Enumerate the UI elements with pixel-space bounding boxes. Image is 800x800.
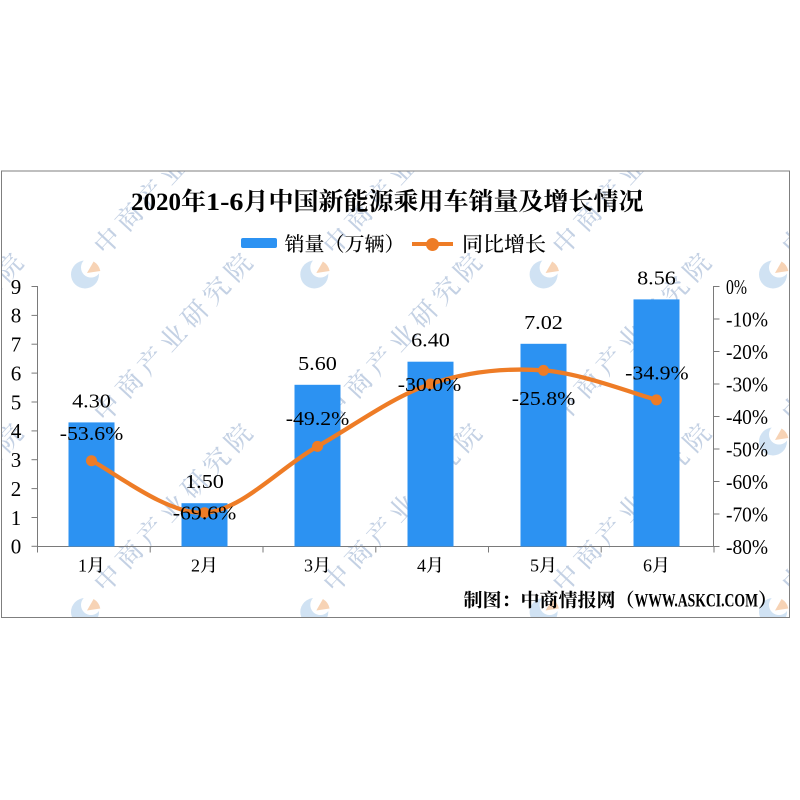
svg-text:4.30: 4.30 [72, 390, 111, 412]
svg-text:-34.9%: -34.9% [625, 363, 689, 385]
svg-text:-49.2%: -49.2% [286, 408, 350, 430]
svg-text:-50%: -50% [726, 437, 768, 461]
svg-text:-60%: -60% [726, 470, 768, 494]
svg-text:5.60: 5.60 [298, 353, 337, 375]
svg-text:0%: 0% [726, 275, 747, 299]
svg-text:3: 3 [304, 555, 313, 575]
svg-text:4: 4 [417, 555, 426, 575]
svg-text:6.40: 6.40 [411, 330, 450, 352]
svg-text:1: 1 [11, 506, 21, 530]
svg-text:-25.8%: -25.8% [512, 388, 576, 410]
svg-text:7.02: 7.02 [524, 312, 563, 334]
svg-text:8.56: 8.56 [637, 267, 676, 289]
svg-text:2: 2 [11, 477, 21, 501]
svg-text:5: 5 [530, 555, 539, 575]
svg-text:-53.6%: -53.6% [60, 423, 123, 445]
svg-text:-40%: -40% [726, 405, 768, 429]
svg-text:-30%: -30% [726, 372, 768, 396]
svg-text:-70%: -70% [726, 502, 768, 526]
svg-text:7: 7 [11, 333, 21, 357]
svg-text:8: 8 [11, 304, 21, 328]
svg-text:-30.0%: -30.0% [398, 374, 462, 396]
svg-text:5: 5 [11, 390, 21, 414]
svg-text:1: 1 [78, 555, 87, 575]
svg-text:WWW.ASKCI.COM: WWW.ASKCI.COM [635, 591, 759, 612]
svg-text:4: 4 [11, 419, 22, 443]
svg-text:1-6: 1-6 [206, 189, 244, 216]
svg-text:2: 2 [191, 555, 200, 575]
svg-text:6: 6 [11, 362, 21, 386]
svg-text:0: 0 [11, 535, 21, 559]
svg-text:3: 3 [11, 448, 21, 472]
svg-text:6: 6 [643, 555, 652, 575]
svg-text:-20%: -20% [726, 340, 768, 364]
svg-text:9: 9 [11, 275, 21, 299]
svg-text:1.50: 1.50 [185, 471, 224, 493]
svg-text:-69.6%: -69.6% [173, 503, 237, 525]
svg-text:-80%: -80% [726, 535, 768, 559]
svg-text:2020: 2020 [131, 189, 181, 216]
svg-text:-10%: -10% [726, 307, 768, 331]
